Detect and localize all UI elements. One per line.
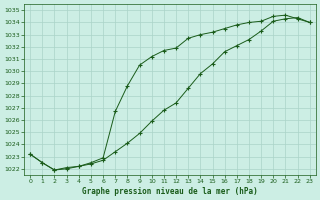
X-axis label: Graphe pression niveau de la mer (hPa): Graphe pression niveau de la mer (hPa) (82, 187, 258, 196)
